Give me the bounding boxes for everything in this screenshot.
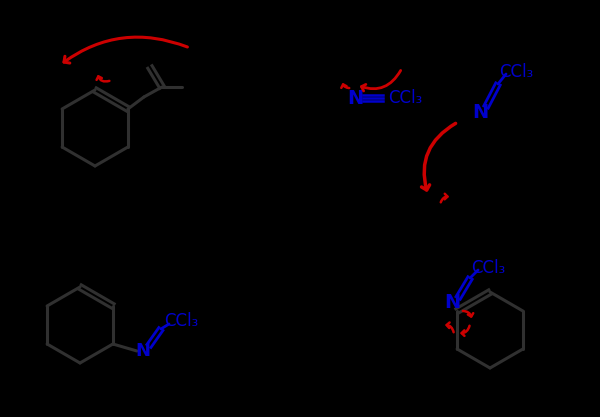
Text: CCl₃: CCl₃ [499,63,533,81]
Text: N: N [136,342,151,360]
Text: CCl₃: CCl₃ [388,89,422,107]
Text: CCl₃: CCl₃ [164,312,198,330]
Text: N: N [472,103,488,121]
Text: N: N [347,88,363,108]
Text: CCl₃: CCl₃ [471,259,505,277]
Text: N: N [444,294,460,312]
